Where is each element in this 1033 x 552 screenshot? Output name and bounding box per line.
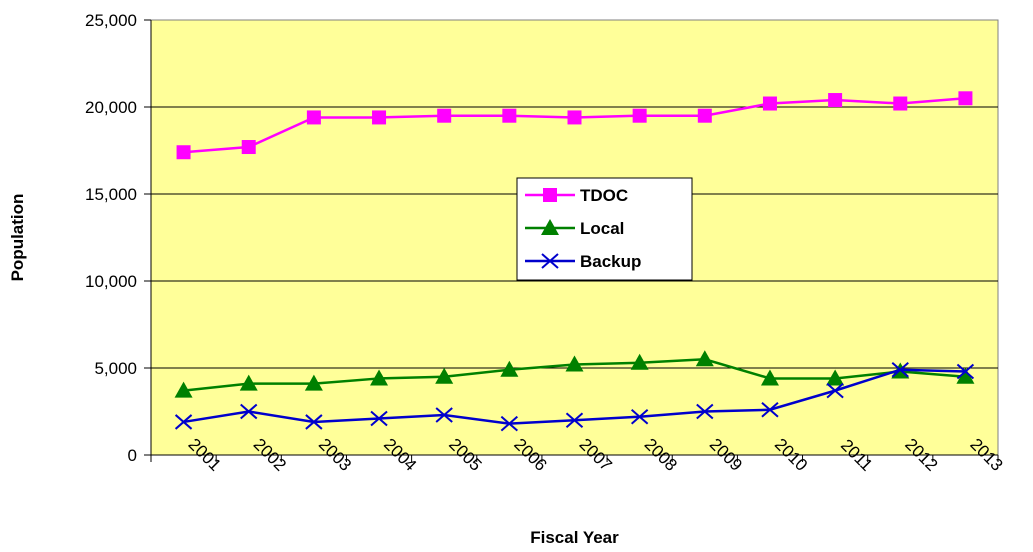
data-point-backup [630, 408, 649, 425]
data-point-tdoc [241, 140, 256, 155]
data-point-backup [891, 361, 909, 378]
data-point-tdoc [437, 108, 452, 123]
y-tick-label: 0 [128, 446, 137, 465]
y-tick-label: 15,000 [85, 185, 137, 204]
y-tick-label: 25,000 [85, 11, 137, 30]
data-point-backup [305, 414, 323, 430]
data-point-local [760, 369, 779, 386]
data-point-backup [240, 403, 258, 420]
data-point-backup [956, 363, 975, 380]
data-series [174, 91, 975, 432]
axes [150, 20, 998, 456]
data-point-local [956, 367, 975, 384]
data-point-tdoc [632, 108, 647, 123]
legend-marker-local [541, 219, 559, 235]
data-point-backup [500, 415, 519, 432]
data-point-tdoc [762, 96, 777, 111]
x-axis-title: Fiscal Year [530, 528, 619, 547]
data-point-tdoc [697, 108, 712, 123]
data-point-local [304, 374, 323, 391]
data-point-tdoc [502, 108, 517, 123]
data-point-backup [826, 382, 844, 399]
data-point-local [565, 355, 584, 372]
legend-label-tdoc: TDOC [580, 186, 628, 205]
y-axis-title: Population [8, 194, 27, 282]
data-point-local [826, 369, 845, 386]
data-point-local [500, 360, 519, 377]
data-point-tdoc [567, 110, 582, 125]
data-point-tdoc [306, 110, 321, 125]
y-tick-label: 5,000 [94, 359, 137, 378]
data-point-local [695, 350, 714, 367]
legend-label-local: Local [580, 219, 624, 238]
data-point-tdoc [828, 93, 843, 108]
data-point-local [174, 381, 193, 398]
data-point-backup [565, 412, 584, 428]
data-point-backup [174, 414, 193, 430]
legend-marker-backup [541, 253, 559, 269]
y-tick-label: 10,000 [85, 272, 137, 291]
y-tick-label: 20,000 [85, 98, 137, 117]
data-point-local [239, 374, 258, 391]
data-point-tdoc [893, 96, 908, 111]
data-point-local [370, 369, 389, 386]
series-backup [174, 361, 975, 432]
data-point-backup [696, 403, 714, 420]
data-point-backup [761, 402, 779, 418]
data-point-tdoc [176, 145, 191, 160]
data-point-tdoc [372, 110, 387, 125]
data-point-local [435, 367, 454, 384]
data-point-backup [435, 407, 453, 423]
legend-marker-tdoc [543, 188, 557, 202]
data-point-backup [370, 410, 388, 427]
legend: TDOC Local Backup [516, 177, 693, 281]
legend-label-backup: Backup [580, 252, 641, 271]
series-tdoc [176, 91, 973, 160]
y-axis-ticks: 0 5,000 10,000 15,000 20,000 25,000 [85, 11, 151, 465]
data-point-tdoc [958, 91, 973, 106]
data-point-local [630, 353, 649, 370]
